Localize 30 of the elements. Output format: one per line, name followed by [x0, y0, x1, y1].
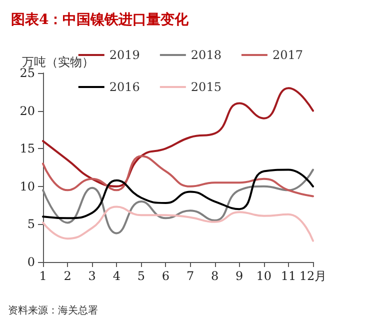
x-tick-label: 3 [88, 269, 96, 283]
line-series [42, 168, 314, 234]
x-tick-label: 6 [162, 269, 170, 283]
x-tick-label: 1 [39, 269, 47, 283]
legend-label: 2018 [190, 48, 222, 62]
y-tick-label: 25 [20, 66, 35, 80]
line-series [42, 206, 314, 242]
x-tick-label: 11 [280, 269, 296, 283]
x-tick-label: 8 [211, 269, 219, 283]
chart-title: 图表4：中国镍铁进口量变化 [11, 11, 190, 28]
x-tick-label: 12月 [299, 269, 327, 283]
legend-label: 2017 [272, 48, 304, 62]
y-tick-label: 0 [27, 255, 35, 269]
x-tick-label: 10 [256, 269, 272, 283]
y-tick-label: 20 [20, 104, 35, 118]
text: 资料来源：海关总署 [8, 304, 98, 316]
x-tick-label: 7 [186, 269, 194, 283]
x-tick-label: 4 [112, 269, 121, 283]
legend-label: 2019 [109, 48, 140, 62]
y-tick-label: 10 [20, 179, 35, 194]
line-series [42, 168, 314, 220]
legend-label: 2016 [109, 80, 140, 94]
y-tick-label: 15 [20, 142, 35, 156]
x-tick-label: 2 [64, 269, 72, 283]
y-axis-title: 万吨（实物） [22, 55, 94, 69]
x-tick-label: 9 [236, 269, 244, 283]
legend-label: 2015 [190, 80, 222, 94]
line-series [42, 155, 314, 198]
y-tick-label: 5 [27, 217, 35, 232]
x-tick-label: 5 [137, 269, 145, 283]
